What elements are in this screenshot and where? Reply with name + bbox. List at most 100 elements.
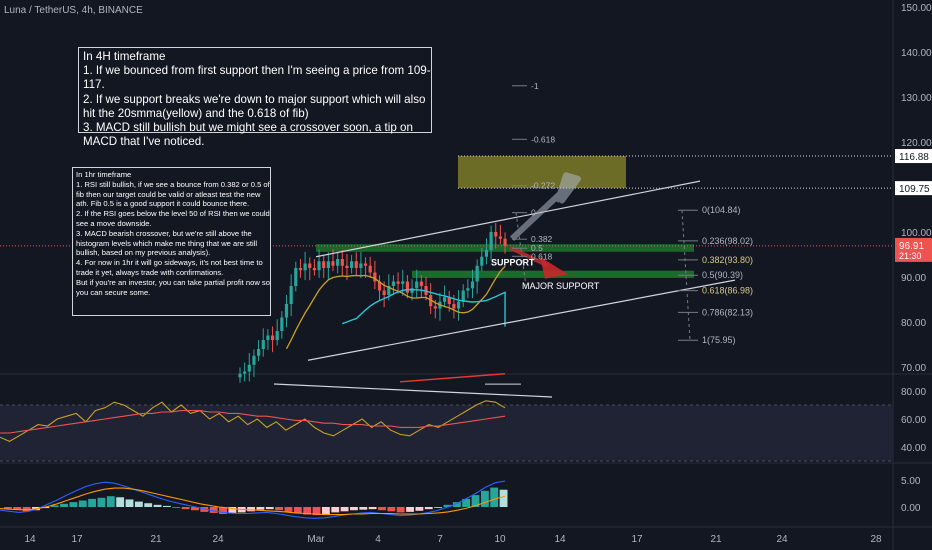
fib-ext-label: 0.786(82.13) bbox=[702, 307, 753, 317]
candle-body bbox=[456, 301, 461, 309]
fib-ext-label: 0.382(93.80) bbox=[702, 255, 753, 265]
macd-histogram-bar bbox=[60, 503, 68, 507]
candle-body bbox=[270, 335, 275, 340]
fib-ext-label: 1(75.95) bbox=[702, 335, 736, 345]
candle-body bbox=[396, 281, 400, 284]
symbol-title[interactable]: Luna / TetherUS, 4h, BINANCE bbox=[4, 5, 143, 16]
candle-body bbox=[405, 281, 409, 293]
candle-body bbox=[480, 256, 484, 266]
candle-body bbox=[261, 340, 265, 349]
fib-ret-label: -0.272 bbox=[531, 181, 555, 191]
candle-body bbox=[238, 373, 242, 378]
macd-histogram-bar bbox=[368, 507, 377, 510]
candle-body bbox=[470, 281, 475, 289]
rsi-tick-label: 40.00 bbox=[901, 443, 926, 454]
candle-body bbox=[350, 261, 354, 268]
macd-histogram-bar bbox=[471, 495, 480, 507]
fib-ext-label: 0.5(90.39) bbox=[702, 270, 743, 280]
x-tick-label: 14 bbox=[24, 534, 36, 545]
candle-body bbox=[466, 288, 470, 291]
x-tick-label: 4 bbox=[375, 534, 381, 545]
y-tick-label: 70.00 bbox=[901, 363, 926, 374]
candle-body bbox=[484, 250, 489, 257]
long-ma-line bbox=[399, 373, 506, 383]
candle-body bbox=[363, 263, 368, 266]
candle-body bbox=[247, 364, 251, 372]
candle-body bbox=[336, 259, 340, 266]
macd-histogram-bar bbox=[162, 505, 171, 507]
fib-extension: 0(104.84) 0.236(98.02) 0.382(93.80) 0.5(90.… bbox=[678, 205, 753, 345]
candle-body bbox=[419, 281, 423, 286]
macd-histogram-bar bbox=[172, 507, 181, 508]
candle-body bbox=[331, 261, 335, 266]
macd-histogram-bar bbox=[396, 507, 405, 513]
x-tick-label: 17 bbox=[71, 534, 83, 545]
last-price-tag-bg bbox=[895, 237, 932, 262]
macd-histogram-bar bbox=[78, 500, 87, 507]
rsi-ma-line bbox=[0, 410, 506, 434]
y-tick-label: 130.00 bbox=[901, 93, 932, 104]
rsi-band bbox=[0, 405, 893, 461]
macd-histogram-bar bbox=[312, 507, 321, 516]
macd-histogram-bar bbox=[480, 490, 489, 507]
price-pane bbox=[238, 223, 507, 383]
macd-histogram-bar bbox=[340, 507, 349, 512]
macd-histogram-bar bbox=[191, 507, 199, 511]
fib-ret-label: 0 bbox=[531, 208, 536, 218]
macd-histogram-bar bbox=[303, 507, 312, 515]
x-tick-label: 14 bbox=[554, 534, 566, 545]
candle-body bbox=[494, 232, 498, 237]
macd-histogram-bar bbox=[415, 507, 424, 511]
signal-line bbox=[0, 487, 506, 516]
macd-histogram-bar bbox=[144, 503, 153, 507]
ema-line bbox=[342, 288, 506, 327]
channel-upper-line bbox=[315, 180, 701, 258]
rsi-pane bbox=[0, 383, 893, 462]
macd-histogram-bar bbox=[443, 504, 452, 507]
candle-body bbox=[498, 236, 502, 239]
fib-ext-label: 0.236(98.02) bbox=[702, 236, 753, 246]
candle-body bbox=[284, 304, 289, 318]
rsi-trendline bbox=[273, 383, 553, 398]
candle-body bbox=[489, 232, 493, 250]
candle-body bbox=[461, 290, 465, 302]
macd-histogram-bar bbox=[406, 507, 414, 512]
macd-histogram-bar bbox=[452, 502, 461, 507]
y-tick-label: 90.00 bbox=[901, 273, 926, 284]
candle-body bbox=[340, 259, 344, 266]
x-tick-label: 24 bbox=[212, 534, 224, 545]
candle-body bbox=[294, 268, 298, 286]
fib-ret-label: 0.382 bbox=[531, 234, 553, 244]
macd-histogram-bar bbox=[331, 507, 340, 513]
candle-body bbox=[368, 265, 372, 273]
macd-histogram-bar bbox=[50, 505, 59, 507]
macd-histogram-bar bbox=[378, 507, 386, 511]
macd-histogram-bar bbox=[13, 507, 22, 510]
x-tick-label: 10 bbox=[494, 534, 506, 545]
candle-body bbox=[266, 335, 270, 340]
chart-drawings: SUPPORT MAJOR SUPPORT bbox=[0, 155, 893, 385]
macd-tick-label: 5.00 bbox=[901, 476, 921, 487]
x-tick-label: 7 bbox=[437, 534, 443, 545]
candle-body bbox=[377, 281, 382, 291]
candle-body bbox=[401, 281, 405, 284]
fib-ret-trend bbox=[515, 212, 527, 287]
macd-histogram-bar bbox=[321, 507, 330, 515]
macd-pane bbox=[0, 480, 508, 519]
note-4h-timeframe[interactable]: In 4H timeframe 1. If we bounced from fi… bbox=[78, 47, 432, 148]
macd-histogram-bar bbox=[97, 497, 106, 507]
y-tick-label: 150.00 bbox=[901, 3, 932, 14]
macd-histogram-bar bbox=[275, 507, 284, 511]
macd-histogram-bar bbox=[490, 487, 499, 507]
candle-body bbox=[429, 295, 433, 307]
y-tick-label: 120.00 bbox=[901, 138, 932, 149]
note-1h-timeframe[interactable]: In 1hr timeframe 1. RSI still bullish, i… bbox=[72, 167, 271, 316]
candle-body bbox=[275, 331, 279, 340]
x-tick-label: 21 bbox=[150, 534, 162, 545]
level-tag-label: 116.88 bbox=[899, 152, 929, 163]
macd-histogram-bar bbox=[247, 507, 255, 512]
candle-body bbox=[303, 263, 307, 271]
candle-body bbox=[391, 281, 396, 286]
